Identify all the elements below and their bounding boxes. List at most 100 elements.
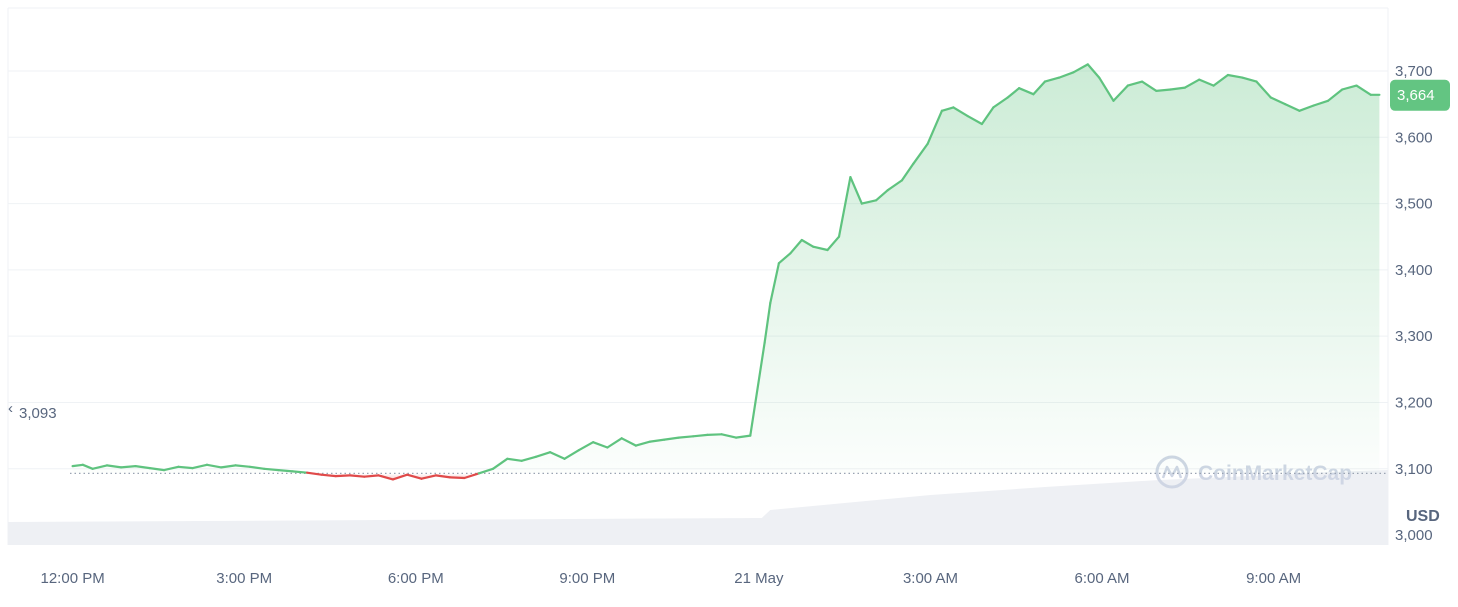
price-point bbox=[135, 465, 137, 467]
price-point bbox=[927, 143, 929, 145]
price-point bbox=[901, 179, 903, 181]
price-line-segment bbox=[900, 162, 915, 182]
price-line-segment bbox=[926, 109, 944, 145]
price-line-segment bbox=[860, 199, 878, 205]
price-point bbox=[952, 106, 954, 108]
price-line-segment bbox=[1226, 73, 1244, 79]
price-point bbox=[378, 474, 380, 476]
price-point bbox=[706, 434, 708, 436]
price-point bbox=[981, 123, 983, 125]
price-point bbox=[1018, 87, 1020, 89]
volume-shape bbox=[8, 470, 1388, 545]
price-line-segment bbox=[1155, 88, 1172, 93]
price-point bbox=[1170, 89, 1172, 91]
price-line-segment bbox=[749, 341, 766, 437]
price-point bbox=[721, 433, 723, 435]
price-line-segment bbox=[491, 457, 509, 470]
price-point bbox=[1341, 89, 1343, 91]
price-line-segment bbox=[591, 441, 609, 449]
price-line-segment bbox=[952, 106, 969, 118]
price-line-segment bbox=[81, 463, 94, 470]
price-point bbox=[292, 470, 294, 472]
x-tick-label: 9:00 AM bbox=[1246, 570, 1301, 587]
price-line-segment bbox=[812, 245, 829, 252]
price-point bbox=[72, 465, 74, 467]
price-line-segment bbox=[1355, 84, 1372, 96]
price-point bbox=[1270, 97, 1272, 99]
price-point bbox=[1087, 63, 1089, 65]
price-point bbox=[849, 176, 851, 178]
price-point bbox=[1327, 100, 1329, 102]
price-line-segment bbox=[263, 467, 280, 472]
price-point bbox=[1044, 81, 1046, 83]
price-line-segment bbox=[720, 433, 738, 439]
price-point bbox=[1141, 81, 1143, 83]
price-point bbox=[875, 199, 877, 201]
price-line-segment bbox=[769, 262, 781, 305]
price-line-segment bbox=[992, 96, 1009, 109]
price-point bbox=[1155, 90, 1157, 92]
price-line-segment bbox=[800, 238, 815, 248]
price-point bbox=[492, 468, 494, 470]
price-line-segment bbox=[1017, 87, 1035, 96]
price-point bbox=[435, 474, 437, 476]
price-line-segment bbox=[91, 464, 109, 470]
price-line-segment bbox=[763, 301, 772, 344]
price-point bbox=[1227, 74, 1229, 76]
price-point bbox=[278, 469, 280, 471]
price-line-segment bbox=[777, 252, 792, 265]
price-point bbox=[827, 249, 829, 251]
price-line-segment bbox=[663, 436, 680, 441]
price-point bbox=[406, 474, 408, 476]
price-line-segment bbox=[1212, 73, 1230, 87]
price-line-segment bbox=[1169, 86, 1187, 91]
price-line-segment bbox=[789, 238, 803, 255]
x-tick-label: 3:00 PM bbox=[216, 570, 272, 587]
price-line-segment bbox=[1298, 104, 1315, 112]
price-point bbox=[735, 437, 737, 439]
price-point bbox=[177, 466, 179, 468]
price-line-segment bbox=[320, 473, 337, 478]
price-line-segment bbox=[912, 142, 929, 165]
price-point bbox=[1198, 79, 1200, 81]
up-area-fill bbox=[72, 64, 1380, 474]
currency-unit-label: USD bbox=[1406, 508, 1440, 525]
price-point bbox=[349, 474, 351, 476]
price-line-segment bbox=[1198, 78, 1215, 87]
price-line-segment bbox=[506, 457, 523, 462]
price-line-segment bbox=[220, 464, 237, 469]
x-tick-label: 12:00 PM bbox=[41, 570, 105, 587]
price-line-segment bbox=[406, 473, 423, 480]
price-point bbox=[1256, 81, 1258, 83]
price-line-segment bbox=[434, 474, 452, 479]
price-line-segment bbox=[940, 106, 955, 112]
price-line-segment bbox=[177, 465, 194, 470]
price-line-segment bbox=[377, 474, 394, 481]
price-point bbox=[1184, 87, 1186, 89]
price-line-segment bbox=[1326, 88, 1344, 102]
price-point bbox=[463, 477, 465, 479]
price-point bbox=[478, 472, 480, 474]
y-tick-label: 3,500 bbox=[1395, 196, 1433, 213]
price-point bbox=[535, 456, 537, 458]
price-point bbox=[769, 302, 771, 304]
down-area-fill bbox=[72, 473, 1380, 480]
price-point bbox=[149, 467, 151, 469]
price-point bbox=[1007, 97, 1009, 99]
price-line-segment bbox=[163, 465, 180, 472]
price-line-segment bbox=[691, 433, 709, 438]
price-point bbox=[320, 474, 322, 476]
y-tick-label: 3,200 bbox=[1395, 394, 1433, 411]
price-line-segment bbox=[1126, 80, 1144, 87]
price-point bbox=[521, 460, 523, 462]
price-line-segment bbox=[1241, 76, 1258, 83]
x-tick-label: 3:00 AM bbox=[903, 570, 958, 587]
price-line-segment bbox=[234, 464, 251, 468]
price-point bbox=[861, 203, 863, 205]
price-point bbox=[235, 464, 237, 466]
price-point bbox=[82, 464, 84, 466]
price-point bbox=[838, 236, 840, 238]
price-point bbox=[692, 435, 694, 437]
price-point bbox=[649, 441, 651, 443]
price-point bbox=[220, 466, 222, 468]
